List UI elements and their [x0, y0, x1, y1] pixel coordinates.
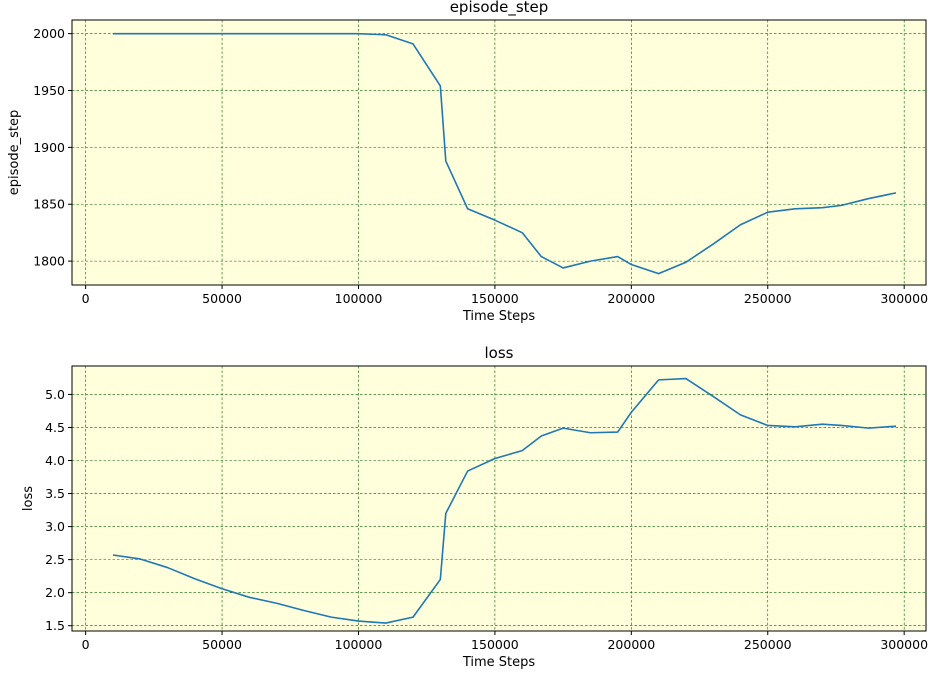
- y-tick-label: 2.0: [45, 585, 65, 600]
- y-axis-label: loss: [21, 486, 36, 511]
- chart-title: episode_step: [450, 0, 549, 17]
- loss-chart: 0 50000 100000 150000 200000 250000 300000 1.5 2…: [21, 344, 928, 670]
- plot-frame: [71, 19, 927, 286]
- y-tick-label: 1.5: [45, 618, 65, 633]
- y-tick-label: 3.0: [45, 519, 65, 534]
- y-tick-label: 2.5: [45, 552, 65, 567]
- ticks: 0 50000 100000 150000 200000 250000 300000 1800…: [33, 26, 928, 306]
- y-tick-label: 3.5: [45, 486, 65, 501]
- x-tick-label: 200000: [607, 291, 655, 306]
- plot-background: [72, 20, 926, 285]
- y-tick-label: 2000: [33, 26, 65, 41]
- y-tick-label: 4.0: [45, 453, 65, 468]
- x-tick-label: 100000: [335, 291, 383, 306]
- y-tick-label: 1800: [33, 254, 65, 269]
- y-tick-label: 1850: [33, 197, 65, 212]
- x-tick-label: 300000: [880, 637, 928, 652]
- plot-background: [72, 366, 926, 631]
- y-axis-label: episode_step: [7, 110, 22, 195]
- episode-step-chart: 0 50000 100000 150000 200000 250000 300000 1800…: [7, 0, 928, 324]
- y-tick-label: 4.5: [45, 420, 65, 435]
- grid: [72, 20, 926, 285]
- ticks: 0 50000 100000 150000 200000 250000 300000 1.5 2…: [45, 387, 928, 652]
- grid: [72, 366, 926, 631]
- x-tick-label: 150000: [471, 637, 519, 652]
- x-tick-label: 50000: [202, 637, 242, 652]
- x-tick-label: 250000: [744, 291, 792, 306]
- x-tick-label: 300000: [880, 291, 928, 306]
- x-tick-label: 50000: [202, 291, 242, 306]
- x-axis-label: Time Steps: [462, 655, 536, 670]
- x-tick-label: 0: [82, 637, 90, 652]
- x-tick-label: 0: [82, 291, 90, 306]
- x-tick-label: 250000: [744, 637, 792, 652]
- series-line-episode-step: [112, 32, 897, 275]
- series-line-loss: [112, 377, 897, 624]
- y-tick-label: 5.0: [45, 387, 65, 402]
- x-tick-label: 200000: [607, 637, 655, 652]
- x-tick-label: 100000: [335, 637, 383, 652]
- y-tick-label: 1900: [33, 140, 65, 155]
- plot-frame: [71, 365, 927, 632]
- x-tick-label: 150000: [471, 291, 519, 306]
- chart-title: loss: [485, 344, 514, 362]
- y-tick-label: 1950: [33, 83, 65, 98]
- x-axis-label: Time Steps: [462, 309, 536, 324]
